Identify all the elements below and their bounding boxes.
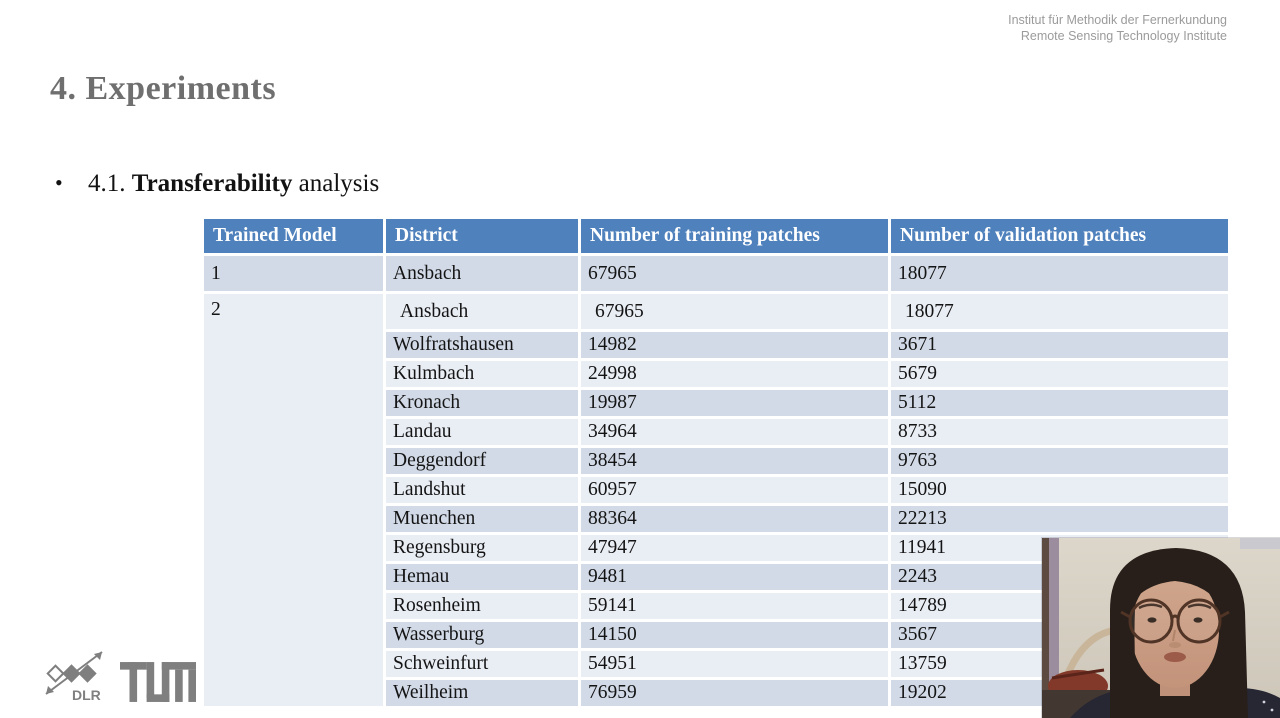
cell-validation: 5679: [888, 358, 1231, 390]
nose-shadow: [1169, 642, 1181, 648]
column-header: Number of validation patches: [888, 216, 1231, 256]
cell-training: 19987: [578, 387, 891, 419]
webcam-overlay: [1042, 538, 1280, 718]
column-header: Trained Model: [201, 216, 386, 256]
institute-line-2: Remote Sensing Technology Institute: [1020, 28, 1227, 43]
cell-training: 14150: [578, 619, 891, 651]
mouth: [1164, 652, 1186, 662]
cell-validation: 18077: [888, 291, 1231, 332]
institute-line-1: Institut für Methodik der Fernerkundung: [1008, 13, 1227, 27]
subtitle-suffix: analysis: [292, 170, 380, 197]
webcam-video-illustration: [1042, 538, 1280, 718]
table-row: Landshut 60957 15090: [203, 474, 1231, 506]
webcam-corner-strip: [1240, 538, 1280, 549]
cell-validation: 9763: [888, 445, 1231, 477]
hair-side-right: [1215, 594, 1242, 718]
cell-district: Kulmbach: [383, 358, 581, 390]
curtain-edge: [1042, 538, 1049, 718]
subtitle-prefix: 4.1.: [88, 170, 132, 197]
cell-training: 59141: [578, 590, 891, 622]
cell-district: Landau: [383, 416, 581, 448]
table-row: 1 Ansbach 67965 18077: [201, 253, 1231, 294]
table-row: Kulmbach 24998 5679: [203, 358, 1231, 390]
cell-training: 9481: [578, 561, 891, 593]
cell-validation: 5112: [888, 387, 1231, 419]
tum-logo-icon: [120, 662, 196, 702]
table-row: Deggendorf 38454 9763: [203, 445, 1231, 477]
column-header: Number of training patches: [578, 216, 891, 256]
subtitle-bold: Transferability: [131, 170, 293, 197]
hair-fringe-left: [1126, 556, 1175, 610]
cell-training: 67965: [578, 253, 891, 294]
cell-district: Schweinfurt: [383, 648, 581, 680]
cell-training: 67965: [578, 291, 891, 332]
nose: [1172, 629, 1176, 642]
cell-training: 34964: [578, 416, 891, 448]
cell-district: Regensburg: [383, 532, 581, 564]
eye-right: [1193, 617, 1203, 623]
eye-left: [1147, 617, 1157, 623]
table-row: Wolfratshausen 14982 3671: [203, 329, 1231, 361]
cell-training: 76959: [578, 677, 891, 709]
column-header: District: [383, 216, 581, 256]
cell-training: 47947: [578, 532, 891, 564]
cell-training: 38454: [578, 445, 891, 477]
dlr-logo-label: DLR: [72, 687, 101, 702]
institute-header: Institut für Methodik der Fernerkundung …: [1008, 13, 1227, 44]
cell-validation: 22213: [888, 503, 1231, 535]
cell-validation: 18077: [888, 253, 1231, 294]
table-header-row: Trained Model District Number of training …: [201, 216, 1231, 256]
cell-district: Weilheim: [383, 677, 581, 709]
cell-model-merged: 2: [201, 291, 386, 709]
cell-district: Muenchen: [383, 503, 581, 535]
cell-training: 88364: [578, 503, 891, 535]
cell-district: Wolfratshausen: [383, 329, 581, 361]
cell-district: Kronach: [383, 387, 581, 419]
eyebrow-right: [1187, 603, 1212, 610]
eyebrow-left: [1138, 603, 1163, 610]
cell-training: 60957: [578, 474, 891, 506]
hair-fringe-right: [1175, 556, 1224, 610]
cell-validation: 8733: [888, 416, 1231, 448]
bullet-icon: •: [55, 170, 63, 195]
cell-validation: 15090: [888, 474, 1231, 506]
table-row: 2 Ansbach 67965 18077: [201, 291, 1231, 709]
glasses: [1120, 598, 1230, 644]
footer-logos: DLR: [42, 644, 196, 702]
cell-validation: 3671: [888, 329, 1231, 361]
cell-district: Deggendorf: [383, 445, 581, 477]
cell-training: 14982: [578, 329, 891, 361]
table-row: Muenchen 88364 22213: [203, 503, 1231, 535]
table-row: Landau 34964 8733: [203, 416, 1231, 448]
cell-training: 54951: [578, 648, 891, 680]
cell-district: Wasserburg: [383, 619, 581, 651]
cell-district: Ansbach: [383, 253, 581, 294]
cell-model: 1: [201, 253, 386, 294]
hair-side-left: [1113, 594, 1139, 718]
dlr-logo-icon: DLR: [45, 651, 103, 702]
cell-district: Ansbach: [383, 291, 581, 332]
table-row: Kronach 19987 5112: [203, 387, 1231, 419]
subtitle-line: • 4.1. Transferability analysis: [55, 170, 379, 198]
cell-district: Landshut: [383, 474, 581, 506]
page-title: 4. Experiments: [50, 70, 277, 107]
cell-training: 24998: [578, 358, 891, 390]
cell-district: Hemau: [383, 561, 581, 593]
cell-district: Rosenheim: [383, 590, 581, 622]
